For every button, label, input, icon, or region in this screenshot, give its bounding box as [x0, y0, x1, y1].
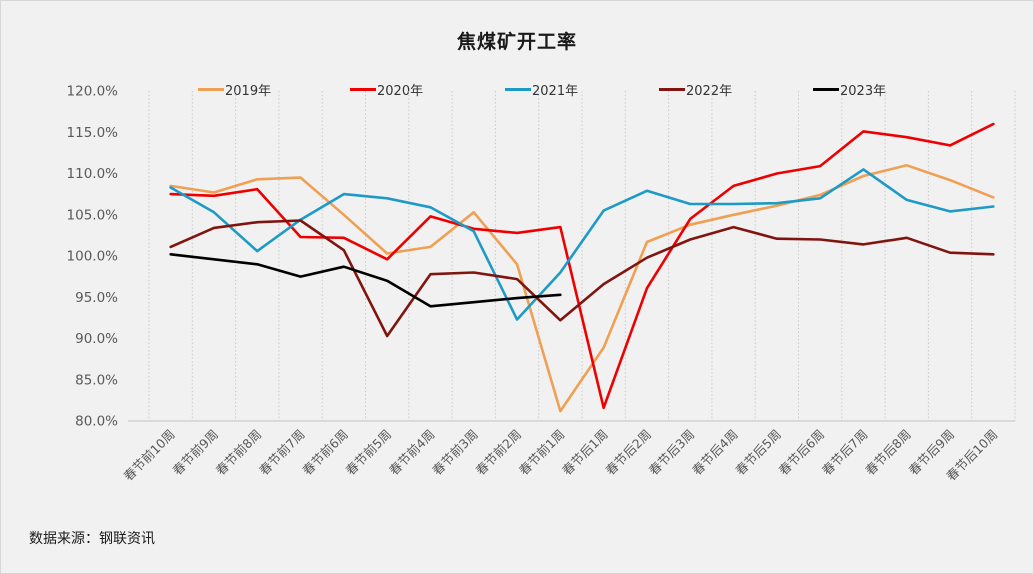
legend-label: 2022年	[686, 83, 733, 99]
chart-title: 焦煤矿开工率	[456, 31, 577, 53]
legend-item-2021年: 2021年	[505, 81, 579, 99]
legend-item-2022年: 2022年	[659, 81, 733, 99]
x-axis-tick-label: 春节前10周	[121, 427, 178, 484]
legend-swatch	[813, 87, 839, 91]
y-axis-tick-label: 105.0%	[67, 207, 119, 223]
x-axis-tick-label: 春节前4周	[386, 427, 438, 479]
x-axis-tick-label: 春节前5周	[343, 427, 395, 479]
series-line-2021年	[169, 168, 995, 321]
x-axis-tick-label: 春节前2周	[473, 427, 525, 479]
legend-swatch	[505, 87, 531, 91]
x-axis-tick-label: 春节后2周	[602, 427, 654, 479]
legend-item-2019年: 2019年	[198, 81, 272, 99]
legend-item-2023年: 2023年	[813, 81, 887, 99]
legend-label: 2019年	[225, 83, 272, 99]
x-axis-tick-label: 春节前3周	[429, 427, 481, 479]
y-axis-tick-label: 90.0%	[75, 331, 118, 347]
legend-item-2020年: 2020年	[350, 81, 424, 99]
x-axis-tick-label: 春节后7周	[819, 427, 871, 479]
chart-legend: 2019年 2020年 2021年 2022年 2023年	[1, 81, 1033, 99]
legend-swatch	[350, 87, 376, 91]
x-axis-tick-label: 春节前8周	[213, 427, 265, 479]
x-axis-tick-label: 春节后1周	[559, 427, 611, 479]
series-line-2022年	[169, 219, 995, 338]
y-axis-tick-label: 80.0%	[75, 414, 118, 430]
legend-swatch	[198, 87, 224, 91]
y-axis-tick-label: 110.0%	[67, 166, 119, 182]
data-source-label: 数据来源：钢联资讯	[29, 531, 155, 547]
y-axis-tick-label: 100.0%	[67, 249, 119, 265]
series-line-2019年	[169, 164, 995, 413]
series-line-2023年	[169, 253, 562, 308]
x-axis-tick-label: 春节前9周	[169, 427, 221, 479]
x-axis-tick-label: 春节前7周	[256, 427, 308, 479]
x-axis-tick-label: 春节后8周	[862, 427, 914, 479]
x-axis-tick-label: 春节前1周	[516, 427, 568, 479]
y-axis-tick-label: 85.0%	[75, 372, 118, 388]
y-axis-tick-label: 115.0%	[67, 125, 119, 141]
x-axis-tick-label: 春节前6周	[299, 427, 351, 479]
legend-label: 2021年	[532, 83, 579, 99]
x-axis-tick-label: 春节后3周	[646, 427, 698, 479]
series-line-2020年	[169, 122, 995, 410]
y-axis-tick-label: 95.0%	[75, 290, 118, 306]
x-axis-tick-label: 春节后4周	[689, 427, 741, 479]
y-axis-tick-label: 120.0%	[67, 84, 119, 100]
legend-swatch	[659, 87, 685, 91]
legend-label: 2020年	[377, 83, 424, 99]
legend-label: 2023年	[840, 83, 887, 99]
x-axis-tick-label: 春节后5周	[732, 427, 784, 479]
x-axis-tick-label: 春节后6周	[776, 427, 828, 479]
